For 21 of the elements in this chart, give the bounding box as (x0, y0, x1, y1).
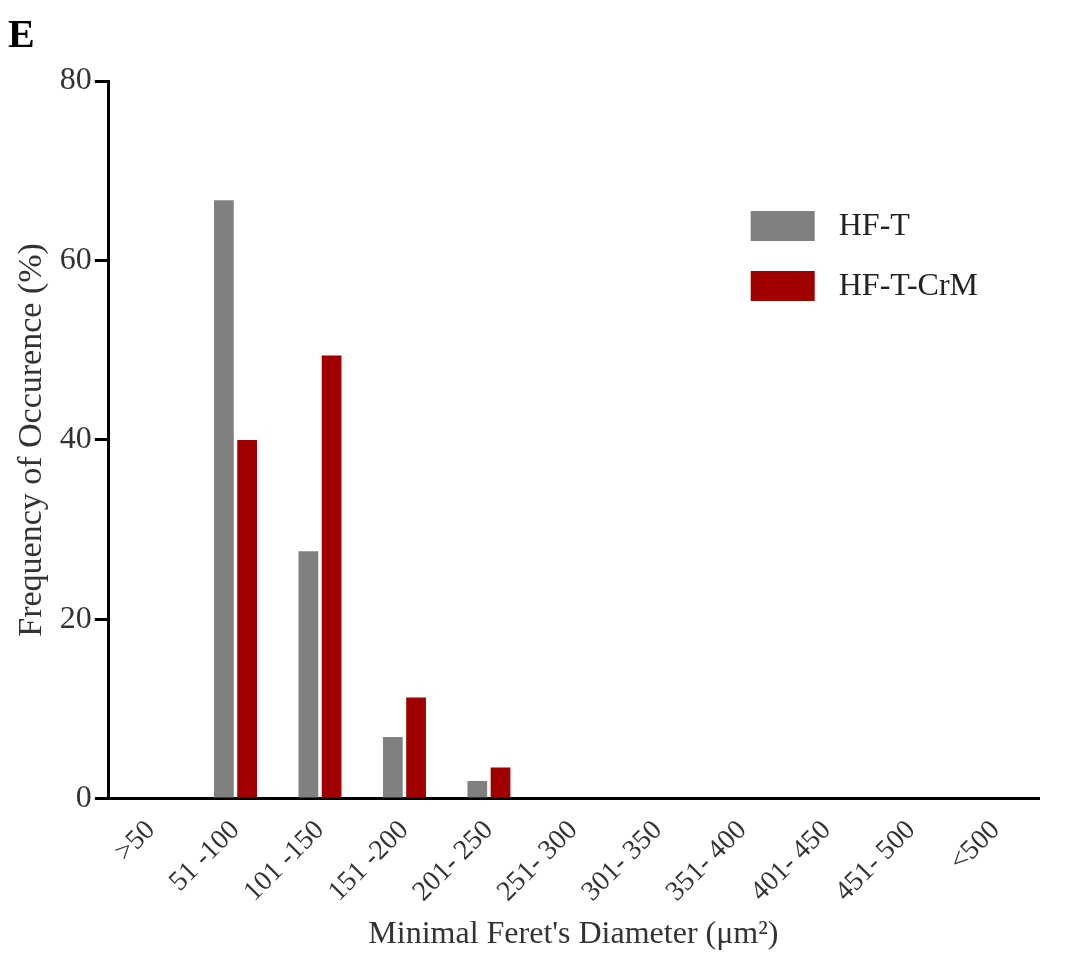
bar (237, 439, 257, 798)
y-tick-label: 20 (59, 598, 92, 635)
legend-label: HF-T-CrM (838, 266, 978, 303)
y-axis-title: Frequency of Occurence (%) (11, 243, 50, 637)
bar (467, 780, 488, 798)
x-tick-label: >50 (107, 813, 161, 867)
legend-label: HF-T (838, 206, 911, 243)
y-tick-label: 0 (75, 778, 92, 815)
x-tick-label: 51 -100 (161, 813, 245, 897)
bar (406, 697, 426, 798)
y-tick-label: 80 (59, 60, 92, 97)
bar (298, 551, 319, 798)
y-tick-label: 40 (59, 419, 92, 456)
bar (214, 200, 234, 798)
bar (321, 355, 342, 798)
bar (382, 736, 403, 798)
y-tick-label: 60 (59, 239, 92, 276)
bar (490, 767, 511, 798)
x-axis-title: Minimal Feret's Diameter (μm²) (368, 914, 779, 951)
x-tick-label: <500 (942, 813, 1006, 877)
chart-title: E (8, 11, 35, 57)
